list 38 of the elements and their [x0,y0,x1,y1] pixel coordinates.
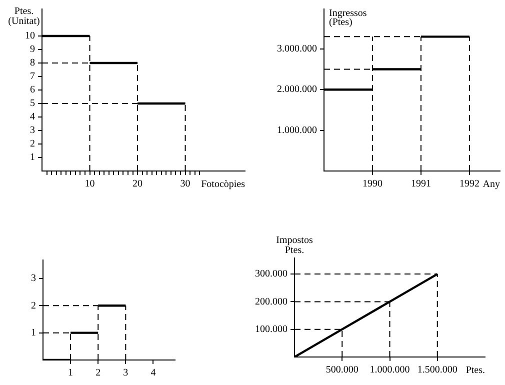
y-tick-label: 9 [30,44,35,56]
y-tick-label: 6 [30,84,35,96]
y-axis-title: Ingressos (Ptes) [329,8,367,28]
y-tick-label: 1.000.000 [277,124,317,136]
y-tick-label: 2.000.000 [277,84,317,96]
y-tick-label: 7 [30,71,35,82]
y-tick-label: 5 [30,98,35,110]
x-tick-label: 4 [150,368,156,379]
y-tick-label: 3 [30,125,35,136]
x-tick-label: 3 [123,368,128,379]
x-tick-label: 2 [96,368,101,379]
x-axis-title: Fotocòpies [201,179,246,190]
x-tick-label: 1991 [410,178,431,190]
x-tick-label: 20 [132,178,143,190]
y-tick-label: 3.000.000 [277,44,317,55]
x-tick-label: 1.000.000 [370,364,410,376]
x-tick-label: 10 [84,178,95,190]
y-tick-label: 2 [30,138,35,150]
y-tick-label: 200.000 [255,296,288,308]
x-tick-label: 1.500.000 [417,364,458,376]
x-axis-title: Ptes. [466,365,485,376]
x-tick-label: 30 [180,178,190,190]
y-tick-label: 3 [31,273,36,284]
y-tick-label: 300.000 [255,268,288,280]
y-tick-label: 2 [31,300,36,312]
x-tick-label: 500.000 [326,364,358,376]
y-tick-label: 8 [30,58,35,69]
x-tick-label: 1 [68,368,74,379]
y-tick-label: 4 [30,112,35,123]
x-tick-label: 1992 [459,178,480,190]
y-axis-title: Impostos Ptes. [276,235,313,256]
y-axis-title: Ptes. (Unitat) [8,6,40,27]
y-tick-label: 100.000 [255,324,288,335]
y-tick-label: 1 [31,327,36,338]
x-axis-title: Any [482,179,500,190]
y-tick-label: 1 [30,152,35,164]
y-tick-label: 10 [25,30,35,42]
x-tick-label: 1990 [362,178,382,190]
